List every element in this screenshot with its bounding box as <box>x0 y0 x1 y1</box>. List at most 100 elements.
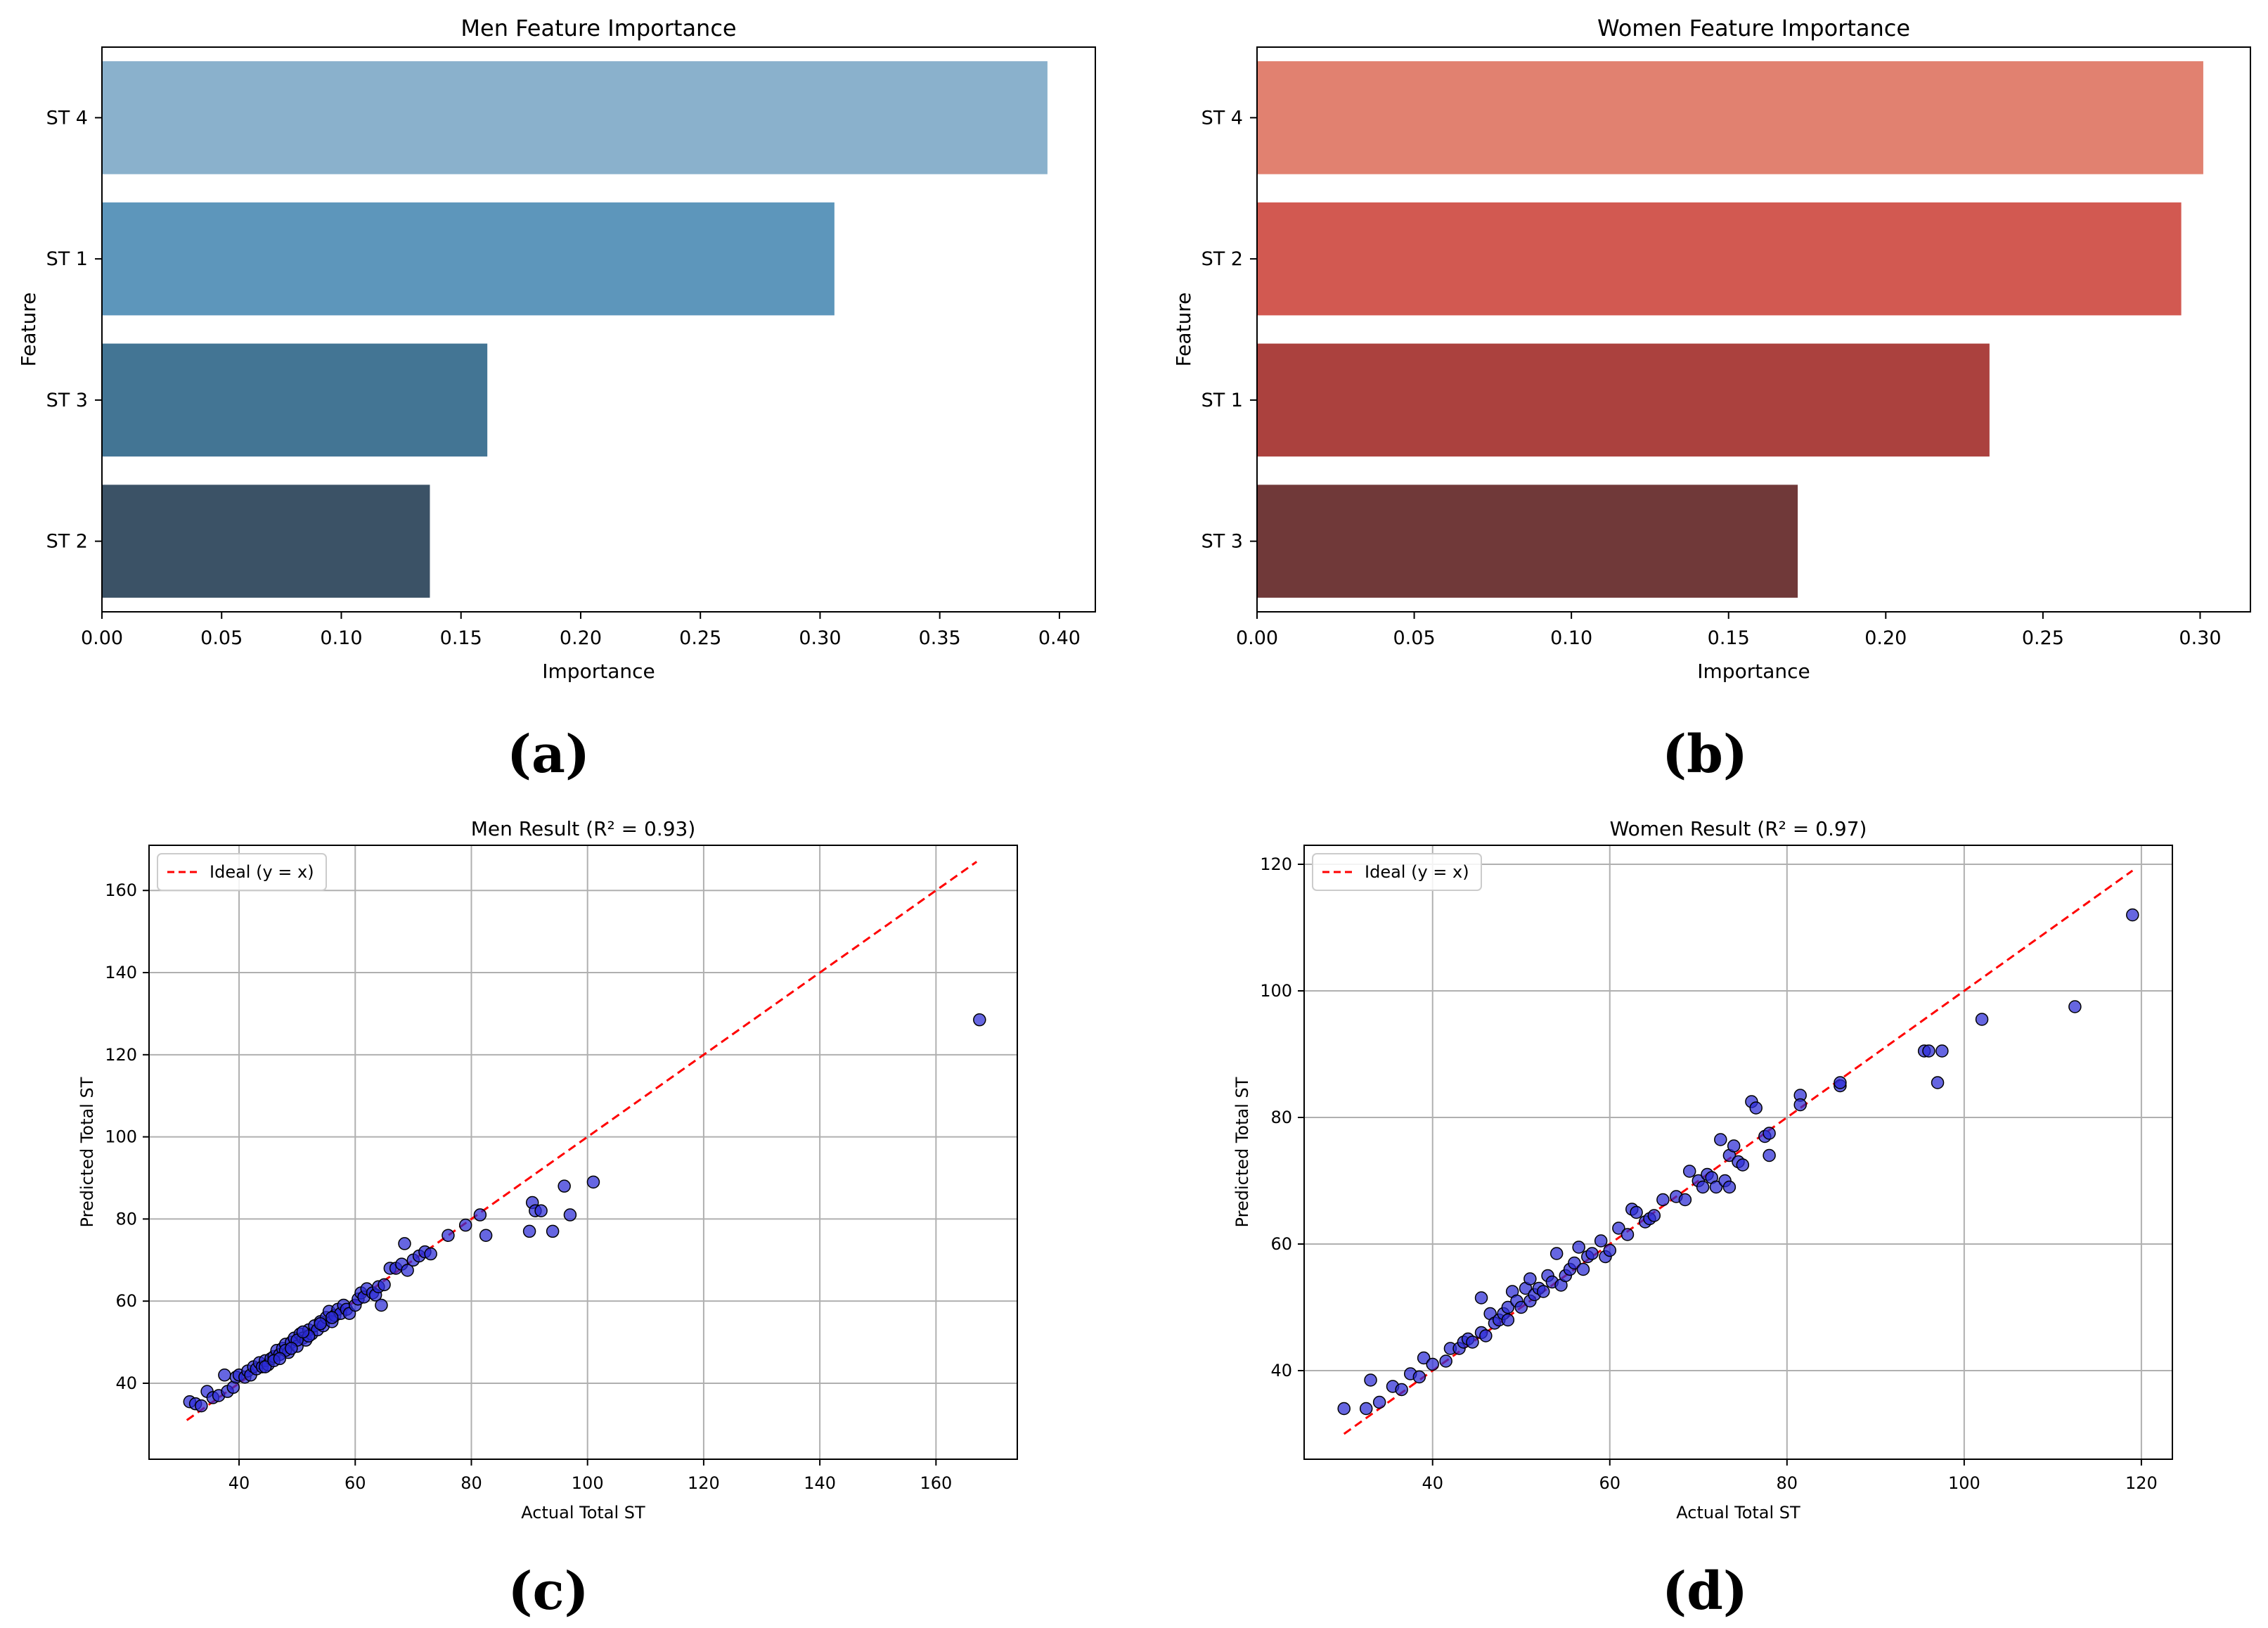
y-axis-label: Feature <box>17 293 40 367</box>
scatter-point <box>1501 1313 1515 1327</box>
legend-box <box>157 853 327 891</box>
y-tick-label: 100 <box>105 1127 137 1147</box>
scatter-point <box>1793 1098 1807 1112</box>
y-axis-label: Predicted Total ST <box>1232 1077 1252 1227</box>
y-tick-label: ST 4 <box>46 107 88 129</box>
y-tick-label: ST 3 <box>46 390 88 411</box>
y-axis-label: Predicted Total ST <box>77 1077 97 1227</box>
x-tick-label: 60 <box>1599 1473 1621 1493</box>
scatter-point <box>479 1229 493 1242</box>
x-tick-label: 140 <box>804 1473 836 1493</box>
y-tick-label: 120 <box>105 1045 137 1065</box>
y-tick-label: 160 <box>105 880 137 900</box>
scatter-point <box>1763 1148 1776 1162</box>
scatter-point <box>296 1325 310 1339</box>
scatter-point <box>258 1360 272 1373</box>
scatter-point <box>534 1204 548 1217</box>
plot-frame <box>1303 845 2173 1460</box>
x-tick-label: 0.00 <box>81 627 123 649</box>
scatter-point <box>546 1224 560 1238</box>
chart-women-feature-importance: ST 4 ST 2 ST 1 ST 3 0.00 0.05 0.10 0.15 0.20 0.25… <box>1172 15 2251 683</box>
scatter-point <box>1621 1228 1635 1241</box>
y-tick-label: 140 <box>105 963 137 982</box>
legend-label: Ideal (y = x) <box>1365 862 1469 882</box>
scatter-point <box>1709 1180 1723 1194</box>
scatter-point <box>1359 1402 1373 1416</box>
scatter-point <box>1834 1076 1847 1089</box>
scatter-point <box>522 1224 536 1238</box>
bar-st-4 <box>102 61 1048 174</box>
legend-box <box>1312 853 1482 891</box>
chart-title: Women Feature Importance <box>1597 15 1910 41</box>
scatter-point <box>1714 1133 1727 1146</box>
scatter-point <box>973 1013 986 1027</box>
scatter-point <box>1523 1272 1537 1286</box>
scatter-point <box>1514 1300 1528 1314</box>
bar-st-1 <box>102 202 835 316</box>
scatter-point <box>285 1342 298 1355</box>
y-axis-label: Feature <box>1172 293 1195 367</box>
chart-women-result: 40 60 80 100 120 40 60 80 100 120 Women Result (R²… <box>1232 817 2173 1523</box>
x-tick-label: 0.00 <box>1236 627 1278 649</box>
x-tick-label: 100 <box>572 1473 604 1493</box>
x-tick-label: 0.20 <box>560 627 602 649</box>
x-tick-label: 0.10 <box>320 627 362 649</box>
scatter-point <box>401 1264 414 1277</box>
scatter-point <box>1763 1127 1776 1140</box>
chart-men-result: 40 60 80 100 120 140 160 40 60 80 100 120 140 160 Men … <box>77 817 1018 1523</box>
plot-frame <box>101 46 1096 613</box>
x-tick-label: 120 <box>688 1473 720 1493</box>
y-tick-label: 120 <box>1260 854 1292 874</box>
scatter-point <box>458 1218 472 1232</box>
x-axis-label: Actual Total ST <box>1676 1503 1800 1523</box>
scatter-point <box>1576 1262 1590 1276</box>
scatter-point <box>2126 908 2139 922</box>
x-axis-label: Actual Total ST <box>521 1503 645 1523</box>
scatter-point <box>1612 1222 1625 1235</box>
scatter-point <box>1975 1013 1989 1026</box>
chart-title: Men Feature Importance <box>460 15 736 41</box>
scatter-point <box>1364 1373 1377 1387</box>
bar-st-1 <box>1257 343 1990 457</box>
plot-frame <box>1256 46 2251 613</box>
x-tick-label: 0.30 <box>799 627 841 649</box>
x-tick-label: 0.15 <box>1708 627 1750 649</box>
x-tick-label: 0.25 <box>679 627 721 649</box>
scatter-point <box>1572 1241 1585 1254</box>
y-tick-label: 40 <box>1270 1361 1292 1380</box>
y-tick-label: ST 2 <box>46 531 88 553</box>
y-tick-label: 40 <box>115 1373 137 1393</box>
y-tick-label: 60 <box>115 1291 137 1311</box>
x-tick-label: 80 <box>460 1473 482 1493</box>
scatter-point <box>2068 1000 2082 1013</box>
scatter-point <box>1647 1209 1661 1222</box>
x-tick-label: 100 <box>1948 1473 1980 1493</box>
x-tick-label: 0.40 <box>1038 627 1081 649</box>
bar-st-3 <box>1257 485 1798 598</box>
scatter-point <box>1466 1335 1479 1349</box>
scatter-point <box>1656 1193 1670 1207</box>
scatter-point <box>1682 1165 1696 1178</box>
scatter-point <box>1474 1291 1488 1305</box>
scatter-point <box>1922 1044 1935 1058</box>
y-tick-label: 100 <box>1260 981 1292 1001</box>
scatter-point <box>1727 1139 1741 1153</box>
scatter-point <box>378 1278 391 1292</box>
bar-st-2 <box>102 485 430 598</box>
chart-title: Men Result (R² = 0.93) <box>471 817 696 840</box>
y-tick-label: ST 1 <box>46 248 88 270</box>
bar-st-4 <box>1257 61 2203 174</box>
x-tick-label: 160 <box>920 1473 952 1493</box>
scatter-point <box>1537 1285 1550 1298</box>
y-tick-label: 60 <box>1270 1234 1292 1254</box>
scatter-point <box>1479 1329 1493 1342</box>
x-tick-label: 0.35 <box>919 627 961 649</box>
chart-men-feature-importance: ST 4 ST 1 ST 3 ST 2 0.00 0.05 0.10 0.15 0.20 0.25… <box>17 15 1096 683</box>
scatter-point <box>1372 1395 1386 1409</box>
x-tick-label: 0.30 <box>2179 627 2221 649</box>
x-tick-label: 0.20 <box>1864 627 1907 649</box>
scatter-point <box>1722 1180 1737 1194</box>
y-tick-label: ST 1 <box>1201 390 1243 411</box>
scatter-point <box>1678 1193 1692 1207</box>
scatter-point <box>1736 1158 1750 1172</box>
